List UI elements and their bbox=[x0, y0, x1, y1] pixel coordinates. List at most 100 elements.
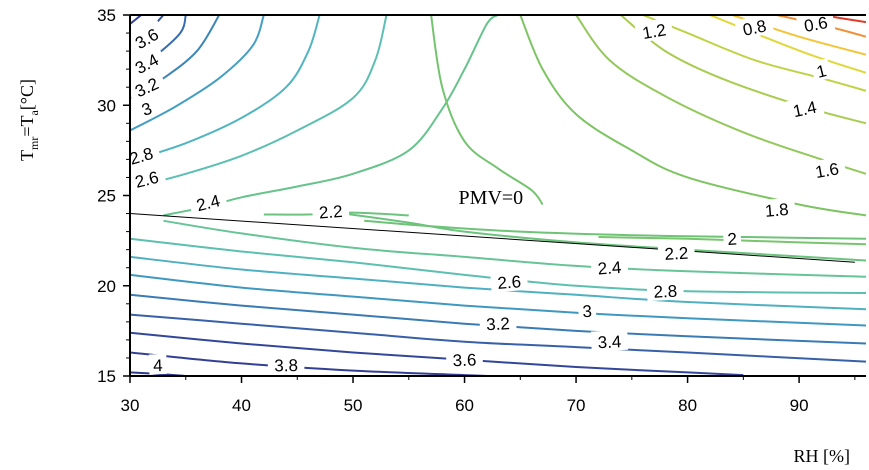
contour-label-group: 1 bbox=[810, 58, 833, 82]
contour-label-group: 0.6 bbox=[795, 9, 836, 37]
x-axis-label: RH [%] bbox=[794, 446, 851, 466]
contour-label-group: 2.6 bbox=[126, 164, 167, 193]
contour-label-group: 2 bbox=[722, 227, 742, 249]
contour-line-2-4 bbox=[163, 219, 866, 278]
contour-line-2-2 bbox=[330, 210, 866, 262]
y-label-sub1: mr bbox=[27, 137, 41, 150]
contour-label-bg bbox=[807, 156, 847, 183]
contour-label: 1.6 bbox=[814, 159, 841, 182]
contour-line-2-8 bbox=[130, 15, 321, 163]
contour-line-3-8 bbox=[130, 351, 487, 376]
contour-label-bg bbox=[590, 329, 629, 352]
contour-label-bg bbox=[479, 311, 517, 334]
contour-line-1-6 bbox=[575, 15, 866, 175]
contour-label-bg bbox=[634, 17, 674, 44]
contour-label-bg bbox=[490, 269, 529, 293]
contour-label: 3 bbox=[582, 302, 592, 321]
x-tick-label: 30 bbox=[121, 396, 140, 415]
contour-label-group: 2.2 bbox=[311, 199, 350, 223]
contour-label-group: 2.2 bbox=[657, 241, 696, 264]
contour-label: 1.4 bbox=[791, 98, 818, 121]
contour-label: 2.2 bbox=[664, 244, 689, 264]
contour-label-group: 2.4 bbox=[187, 187, 228, 216]
contour-line-3-2 bbox=[130, 293, 866, 345]
contour-label-bg bbox=[757, 197, 796, 221]
contour-label-group: 4 bbox=[148, 353, 167, 375]
contour-label-bg bbox=[722, 227, 742, 249]
contour-label-bg bbox=[810, 58, 833, 82]
x-tick-label: 70 bbox=[567, 396, 586, 415]
contour-label: 2.2 bbox=[318, 202, 343, 223]
pmv-zero-line-group bbox=[129, 213, 855, 263]
contour-label-bg bbox=[734, 13, 775, 41]
contour-line-1 bbox=[709, 15, 866, 74]
contour-line-2-6 bbox=[130, 237, 866, 294]
contour-line-2 bbox=[430, 15, 544, 206]
contour-label-group: 3 bbox=[134, 95, 159, 121]
contour-label-group: 3.2 bbox=[479, 311, 517, 334]
x-tick-label: 40 bbox=[232, 396, 251, 415]
contour-label-bg bbox=[126, 164, 167, 193]
contour-label-bg bbox=[148, 353, 167, 375]
contour-label-bg bbox=[795, 9, 836, 37]
x-tick-label: 80 bbox=[678, 396, 697, 415]
contour-label-bg bbox=[134, 95, 159, 121]
contour-line-1-2 bbox=[642, 15, 866, 92]
contour-label: 3.4 bbox=[597, 332, 622, 352]
y-label-main: T bbox=[17, 150, 37, 161]
contour-label: 2.8 bbox=[653, 282, 678, 302]
contour-line-2-2 bbox=[364, 219, 866, 240]
contour-line-2-8 bbox=[130, 255, 866, 311]
contour-label-group: 1.8 bbox=[757, 197, 796, 221]
pmv-annotation: PMV=0 bbox=[459, 187, 524, 209]
x-tick-label: 60 bbox=[455, 396, 474, 415]
contour-label-bg bbox=[646, 279, 684, 302]
contour-line-2-4 bbox=[163, 15, 499, 217]
y-tick-label: 20 bbox=[97, 277, 116, 296]
contour-label-bg bbox=[311, 199, 350, 222]
contour-labels: 4 3.8 3.6 3.4 3.2 3 2.8 2.6 2.4 2.2 2.2 2.4 2 1.8 1.6 1… bbox=[120, 9, 847, 375]
contour-label: 1 bbox=[815, 61, 829, 82]
contour-label: 0.8 bbox=[741, 16, 768, 39]
contour-label-group: 3.8 bbox=[267, 353, 305, 375]
contour-label-bg bbox=[657, 241, 696, 264]
contour-label-group: 2.6 bbox=[490, 269, 529, 293]
x-tick-label: 90 bbox=[790, 396, 809, 415]
y-label-mid: =T bbox=[17, 116, 37, 137]
contour-line-3 bbox=[130, 273, 866, 327]
pmv-zero-line bbox=[129, 213, 855, 263]
contour-line-3 bbox=[130, 15, 265, 132]
y-label-sub2: a bbox=[27, 110, 41, 116]
contour-label-group: 2.4 bbox=[590, 255, 629, 279]
contour-label-group: 2.8 bbox=[646, 279, 684, 302]
contour-label: 4 bbox=[153, 356, 163, 375]
y-axis-label: Tmr=Ta[°C] bbox=[17, 79, 41, 161]
contour-label: 3.6 bbox=[452, 350, 476, 370]
contour-label-bg bbox=[784, 94, 825, 122]
contour-label-bg bbox=[187, 187, 228, 216]
contour-label-group: 1.2 bbox=[634, 17, 674, 44]
contour-label: 2 bbox=[727, 230, 737, 249]
contour-label-bg bbox=[125, 19, 168, 56]
contour-label-group: 0.8 bbox=[734, 13, 775, 41]
contour-label-group: 3 bbox=[577, 299, 597, 321]
x-tick-label: 50 bbox=[344, 396, 363, 415]
contour-label-bg bbox=[125, 45, 168, 81]
contour-label-bg bbox=[267, 353, 305, 375]
contour-label: 2.4 bbox=[597, 258, 622, 279]
contour-label: 1.2 bbox=[641, 20, 668, 43]
contour-label: 3.2 bbox=[486, 314, 511, 334]
contour-label-bg bbox=[590, 255, 629, 278]
contour-line-1-8 bbox=[519, 15, 866, 217]
contour-label-group: 1.4 bbox=[784, 94, 825, 122]
contour-label-group: 3.6 bbox=[445, 348, 484, 370]
contour-label-bg bbox=[125, 69, 168, 104]
contour-line-3-8 bbox=[130, 15, 142, 25]
contour-label-group: 1.6 bbox=[807, 156, 847, 183]
axes: 30 40 50 60 70 80 90 15 20 25 30 35 bbox=[97, 6, 866, 415]
contour-label: 3.8 bbox=[274, 356, 298, 375]
contour-label-bg bbox=[577, 299, 597, 321]
y-tick-label: 15 bbox=[97, 367, 116, 386]
y-tick-label: 30 bbox=[97, 96, 116, 115]
